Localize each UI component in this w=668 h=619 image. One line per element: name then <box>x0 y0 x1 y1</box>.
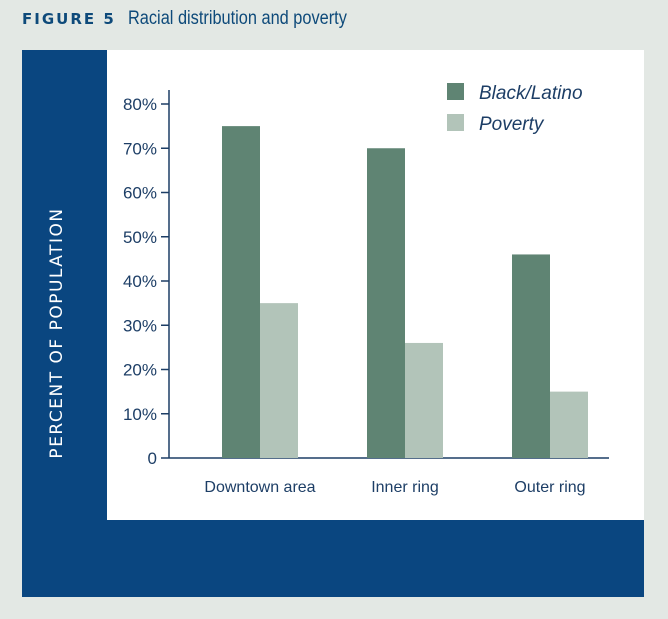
y-tick-label: 70% <box>123 139 157 158</box>
legend-label-0: Black/Latino <box>479 83 583 104</box>
plot-area: 0 10% 20% 30% 40% 50% 60% 70% 80% Downtown area In… <box>107 50 644 520</box>
figure-header: FIGURE 5 Racial distribution and poverty <box>22 8 382 34</box>
figure-label: FIGURE 5 <box>22 10 116 28</box>
y-tick-label: 30% <box>123 316 157 335</box>
y-tick-label: 60% <box>123 184 157 203</box>
y-tick-label: 80% <box>123 95 157 114</box>
bar-chart: 0 10% 20% 30% 40% 50% 60% 70% 80% Downtown area In… <box>123 83 609 496</box>
x-category-label: Downtown area <box>204 479 315 496</box>
legend-swatch-0 <box>447 83 464 100</box>
y-tick-label: 50% <box>123 228 157 247</box>
y-tick-label: 0 <box>148 449 157 468</box>
y-tick-label: 20% <box>123 361 157 380</box>
bar-poverty-2 <box>550 391 588 458</box>
legend-label-1: Poverty <box>479 114 545 135</box>
y-tick-label: 10% <box>123 405 157 424</box>
legend-swatch-1 <box>447 114 464 131</box>
y-axis-label-container: PERCENT OF POPULATION <box>47 207 67 458</box>
x-category-label: Outer ring <box>514 479 585 496</box>
bar-black-latino-1 <box>367 148 405 458</box>
bar-black-latino-0 <box>222 126 260 458</box>
x-category-label: Inner ring <box>371 479 439 496</box>
bar-poverty-1 <box>405 342 443 458</box>
y-axis-label: PERCENT OF POPULATION <box>47 207 67 458</box>
bar-black-latino-2 <box>512 254 550 458</box>
figure-title: Racial distribution and poverty <box>127 8 347 29</box>
y-tick-label: 40% <box>123 272 157 291</box>
bar-poverty-0 <box>260 303 298 458</box>
